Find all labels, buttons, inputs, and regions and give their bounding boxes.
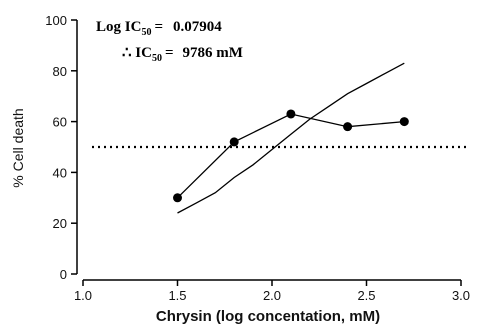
annotation-log-ic50-subscript: 50 (141, 27, 151, 38)
series-layer (173, 62, 409, 214)
annotation-ic50-equals: = (165, 45, 174, 61)
y-ticks: 0 20 40 60 80 100 (45, 13, 77, 282)
x-tick-label-1: 1.5 (168, 288, 186, 303)
x-ticks: 1.0 1.5 2.0 2.5 3.0 (74, 280, 470, 303)
series-0-line (177, 113, 405, 199)
annotation-ic50: ∴ IC50 = 9786 mM (122, 45, 243, 64)
series-1-line (177, 62, 405, 214)
annotation-ic50-subscript: 50 (152, 53, 162, 64)
y-tick-label-5: 100 (45, 13, 67, 28)
annotation-log-ic50-equals: = (154, 19, 163, 35)
x-tick-label-3: 2.5 (357, 288, 375, 303)
series-0-point-1 (229, 137, 239, 147)
y-tick-label-0: 0 (60, 267, 67, 282)
y-tick-label-3: 60 (53, 115, 67, 130)
y-tick-label-1: 20 (53, 216, 67, 231)
y-tick-label-4: 80 (53, 64, 67, 79)
y-tick-label-2: 40 (53, 165, 67, 180)
annotation-ic50-value: 9786 mM (183, 45, 243, 61)
annotation-log-ic50: Log IC50 = 0.07904 (96, 19, 222, 38)
annotation-ic50-prefix: ∴ IC (122, 45, 152, 61)
series-0-point-0 (173, 193, 182, 203)
x-tick-label-2: 2.0 (263, 288, 281, 303)
annotation-log-ic50-prefix: Log IC (96, 19, 141, 35)
series-0-point-4 (399, 117, 409, 127)
y-axis-label: % Cell death (10, 108, 26, 187)
annotation-log-ic50-value: 0.07904 (173, 19, 222, 35)
x-tick-label-4: 3.0 (452, 288, 470, 303)
series-0-point-3 (343, 122, 353, 132)
series-0-point-2 (286, 109, 296, 119)
x-tick-label-0: 1.0 (74, 288, 92, 303)
x-axis-label: Chrysin (log concentation, mM) (156, 308, 380, 325)
